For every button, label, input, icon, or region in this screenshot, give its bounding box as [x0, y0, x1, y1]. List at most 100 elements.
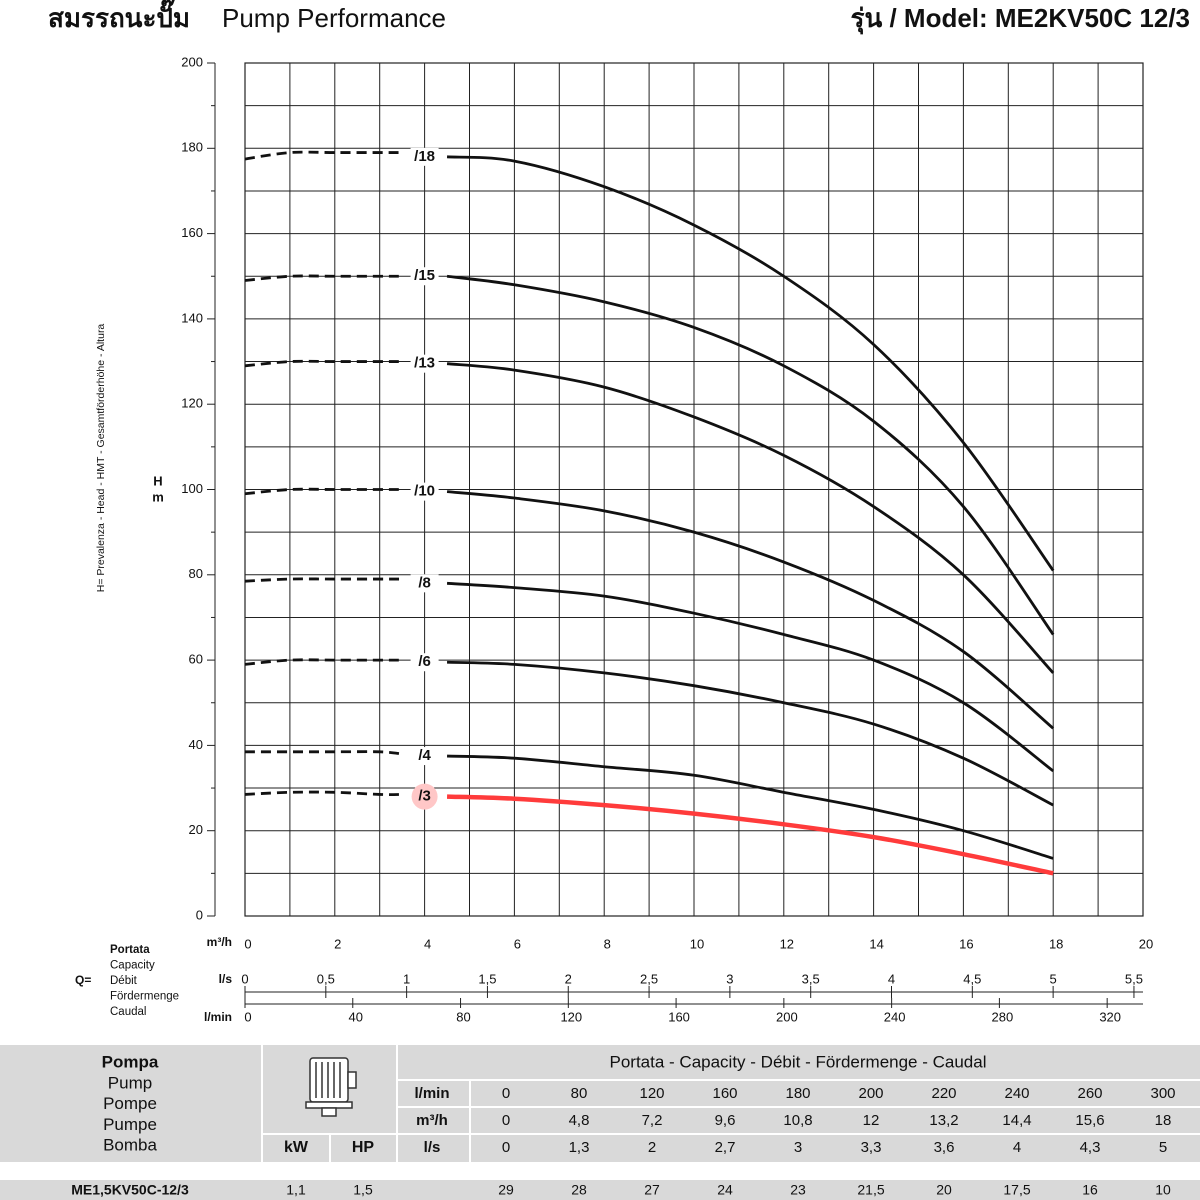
power-header: kW: [284, 1139, 309, 1156]
curve: [447, 660, 1054, 807]
label-bg: [410, 147, 439, 166]
y-tick-label: 60: [189, 652, 203, 667]
flow-cell: 2: [648, 1139, 656, 1156]
head-cell: 16: [1082, 1182, 1098, 1198]
flow-cell: 4,8: [569, 1112, 590, 1129]
head-cell: 29: [498, 1182, 514, 1198]
head-cell: 23: [790, 1182, 806, 1198]
x-tick-label: 8: [604, 936, 611, 951]
head-cell: 20: [936, 1182, 952, 1198]
x-tick-label: 2: [334, 936, 341, 951]
y-unit: H: [153, 473, 162, 488]
x-tick-label: 18: [1049, 936, 1063, 951]
q-name: Portata: [110, 944, 150, 956]
dashed-curve: [244, 577, 403, 583]
y-unit: m: [152, 489, 164, 504]
x3-tick-label: 280: [992, 1009, 1014, 1024]
flow-cell: 3,3: [861, 1139, 882, 1156]
flow-cell: 2,7: [715, 1139, 736, 1156]
flow-cell: 5: [1159, 1139, 1167, 1156]
y-tick-label: 120: [181, 396, 203, 411]
x2-tick-label: 1: [403, 971, 410, 986]
unit-cell: m³/h: [416, 1112, 448, 1129]
curve: [446, 794, 1054, 876]
curve-label: /13: [414, 355, 435, 372]
x-unit: m³/h: [207, 935, 232, 949]
curve: [447, 754, 1054, 860]
flow-cell: 12: [863, 1112, 880, 1129]
y-tick-label: 140: [181, 310, 203, 325]
x2-tick-label: 0: [241, 971, 248, 986]
x3-tick-label: 320: [1099, 1009, 1121, 1024]
table-row-bg: [0, 1180, 1200, 1200]
head-cell: 10: [1155, 1182, 1171, 1198]
pump-header: Pump: [108, 1073, 152, 1092]
flow-cell: 240: [1004, 1085, 1029, 1102]
curve: [446, 490, 1055, 730]
y-tick-label: 20: [189, 822, 203, 837]
unit-cell: l/min: [414, 1085, 449, 1102]
plot-frame: [244, 62, 1144, 917]
x2-tick-label: 5,5: [1125, 971, 1143, 986]
y-axis-title: H= Prevalenza - Head - HMT - Gesamtförde…: [95, 324, 107, 593]
x-tick-label: 20: [1139, 936, 1153, 951]
flow-cell: 9,6: [715, 1112, 736, 1129]
y-tick-label: 100: [181, 481, 203, 496]
dashed-curve: [244, 790, 403, 797]
x2-tick-label: 2,5: [640, 971, 658, 986]
curve: [446, 362, 1055, 674]
curve-label: /6: [418, 653, 431, 670]
x2-tick-label: 3: [726, 971, 733, 986]
x-tick-label: 16: [959, 936, 973, 951]
y-tick-label: 40: [189, 737, 203, 752]
pump-header: Pumpe: [103, 1115, 157, 1134]
curve-label: /15: [414, 267, 435, 284]
x3-tick-label: 40: [349, 1009, 363, 1024]
flow-cell: 120: [639, 1085, 664, 1102]
x3-tick-label: 160: [668, 1009, 690, 1024]
table-lines: [261, 1045, 1200, 1162]
curve-label: /3: [418, 788, 431, 805]
label-bg: [410, 482, 439, 501]
x2-tick-label: 5: [1050, 971, 1057, 986]
x-tick-label: 4: [424, 936, 431, 951]
x2-tick-label: 1,5: [478, 971, 496, 986]
power-header: HP: [352, 1139, 375, 1156]
q-label: Q=: [75, 973, 91, 987]
x-tick-label: 0: [244, 936, 251, 951]
x3-tick-label: 120: [560, 1009, 582, 1024]
pump-header: Pompa: [102, 1052, 159, 1071]
flow-cell: 0: [502, 1085, 510, 1102]
flow-cell: 10,8: [783, 1112, 812, 1129]
unit-cell: l/s: [424, 1139, 441, 1156]
x2-tick-label: 4: [888, 971, 895, 986]
curve-label: /8: [418, 574, 431, 591]
x2-tick-label: 0,5: [317, 971, 335, 986]
x2-tick-label: 4,5: [963, 971, 981, 986]
x2-tick-label: 2: [565, 971, 572, 986]
flow-cell: 15,6: [1075, 1112, 1104, 1129]
x3-tick-label: 0: [244, 1009, 251, 1024]
table-header-bg: [0, 1045, 1200, 1162]
curve-label: /4: [418, 747, 431, 764]
capacity-header: Portata - Capacity - Débit - Fördermenge…: [610, 1052, 987, 1071]
label-highlight: [411, 783, 438, 810]
x3-tick-label: 80: [456, 1009, 470, 1024]
curve-label: /18: [414, 148, 435, 165]
flow-cell: 260: [1077, 1085, 1102, 1102]
flow-cell: 80: [571, 1085, 588, 1102]
title-thai: สมรรถนะปั๊ม: [48, 0, 190, 33]
head-cell: 24: [717, 1182, 733, 1198]
y-tick-label: 160: [181, 225, 203, 240]
q-name: Caudal: [110, 1006, 146, 1018]
flow-cell: 180: [785, 1085, 810, 1102]
flow-cell: 13,2: [929, 1112, 958, 1129]
flow-cell: 3,6: [934, 1139, 955, 1156]
x-tick-label: 10: [690, 936, 704, 951]
flow-cell: 0: [502, 1112, 510, 1129]
curve: [446, 155, 1055, 572]
pump-header: Pompe: [103, 1094, 157, 1113]
dashed-curve: [244, 750, 403, 756]
